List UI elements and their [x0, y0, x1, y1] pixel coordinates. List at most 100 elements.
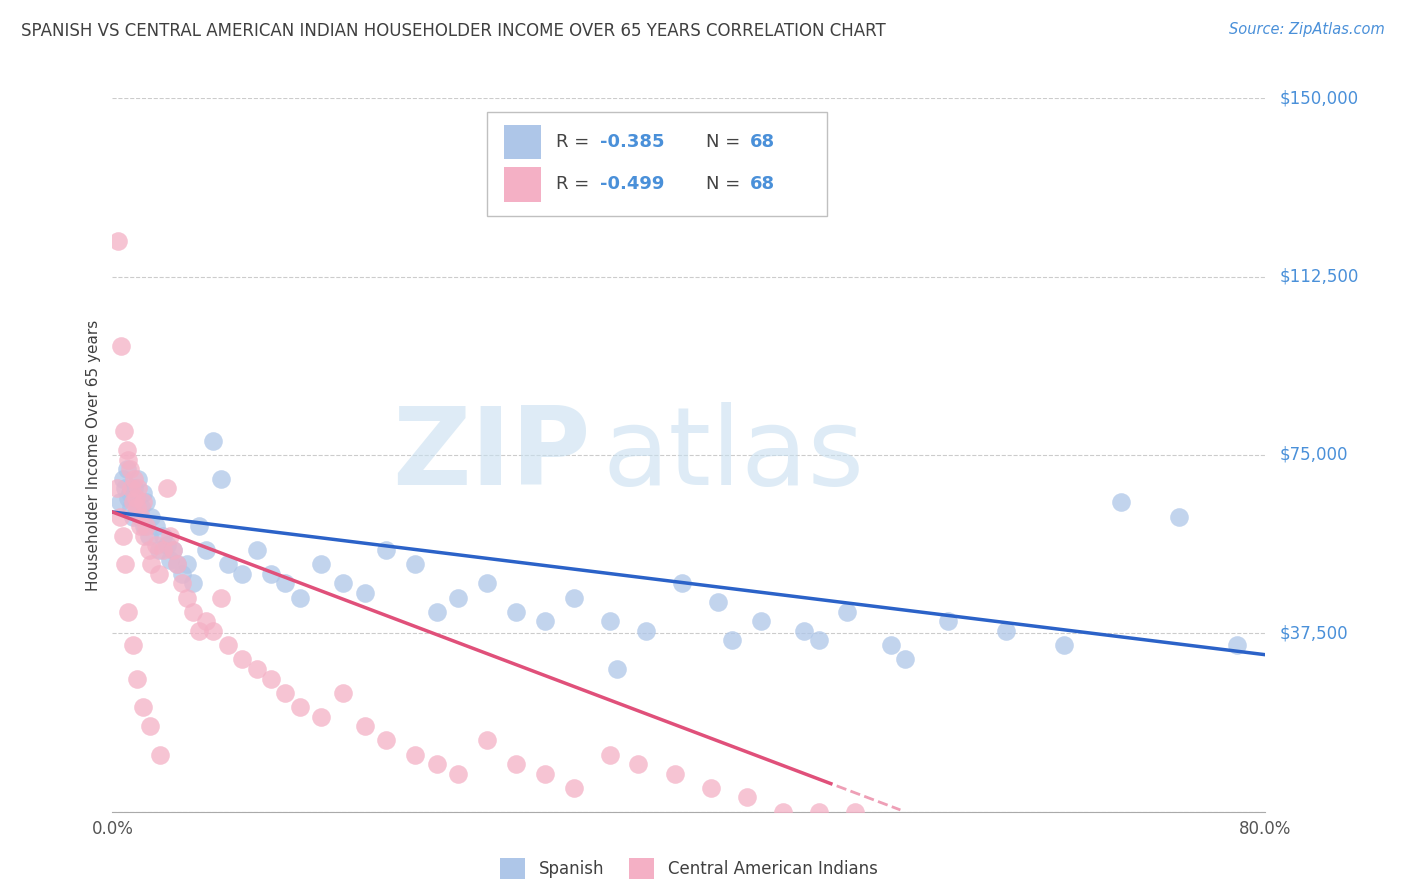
- Point: [209, 472, 232, 486]
- Point: [111, 472, 134, 486]
- Point: [181, 605, 204, 619]
- Point: [562, 780, 585, 795]
- Point: [353, 719, 375, 733]
- Point: [127, 472, 149, 486]
- Point: [125, 505, 148, 519]
- Legend: Spanish, Central American Indians: Spanish, Central American Indians: [494, 852, 884, 886]
- Point: [122, 481, 145, 495]
- Point: [132, 486, 155, 500]
- Point: [562, 591, 585, 605]
- Point: [706, 595, 728, 609]
- Point: [274, 576, 297, 591]
- Point: [606, 662, 628, 676]
- Point: [115, 462, 138, 476]
- Point: [880, 638, 903, 652]
- Point: [288, 591, 311, 605]
- Point: [129, 500, 153, 515]
- Text: atlas: atlas: [602, 402, 865, 508]
- Point: [426, 605, 449, 619]
- Text: SPANISH VS CENTRAL AMERICAN INDIAN HOUSEHOLDER INCOME OVER 65 YEARS CORRELATION : SPANISH VS CENTRAL AMERICAN INDIAN HOUSE…: [21, 22, 886, 40]
- Point: [311, 558, 333, 572]
- Text: $112,500: $112,500: [1279, 268, 1358, 285]
- Point: [105, 481, 128, 495]
- Point: [188, 624, 211, 638]
- Point: [260, 566, 283, 581]
- Point: [533, 615, 555, 629]
- Point: [475, 576, 498, 591]
- Point: [122, 472, 145, 486]
- Point: [404, 558, 426, 572]
- Point: [664, 766, 686, 780]
- Point: [132, 700, 155, 714]
- Point: [217, 558, 239, 572]
- Text: R =: R =: [557, 176, 595, 194]
- Point: [120, 481, 142, 495]
- Point: [404, 747, 426, 762]
- Point: [162, 543, 184, 558]
- Point: [145, 519, 167, 533]
- Point: [162, 543, 184, 558]
- Point: [202, 434, 225, 448]
- Point: [311, 709, 333, 723]
- Point: [1052, 638, 1074, 652]
- Text: Source: ZipAtlas.com: Source: ZipAtlas.com: [1229, 22, 1385, 37]
- Point: [141, 558, 163, 572]
- Point: [195, 615, 218, 629]
- Point: [134, 519, 156, 533]
- Point: [807, 633, 830, 648]
- Point: [533, 766, 555, 780]
- Point: [118, 486, 141, 500]
- Point: [118, 462, 141, 476]
- Text: $150,000: $150,000: [1279, 89, 1358, 107]
- Point: [170, 576, 193, 591]
- Point: [245, 543, 267, 558]
- Text: -0.385: -0.385: [600, 133, 665, 151]
- Point: [844, 805, 866, 819]
- Point: [176, 591, 198, 605]
- Point: [127, 481, 149, 495]
- Point: [112, 424, 135, 438]
- Point: [117, 605, 139, 619]
- Point: [1226, 638, 1249, 652]
- Point: [332, 576, 354, 591]
- Point: [117, 452, 139, 467]
- Point: [170, 566, 193, 581]
- Y-axis label: Householder Income Over 65 years: Householder Income Over 65 years: [86, 319, 101, 591]
- Text: ZIP: ZIP: [392, 402, 591, 508]
- Point: [139, 719, 162, 733]
- Point: [894, 652, 917, 666]
- Text: N =: N =: [706, 176, 747, 194]
- Point: [627, 757, 650, 772]
- Point: [245, 662, 267, 676]
- Point: [231, 566, 253, 581]
- Point: [426, 757, 449, 772]
- Point: [108, 495, 131, 509]
- Point: [202, 624, 225, 638]
- Point: [721, 633, 744, 648]
- Point: [936, 615, 959, 629]
- Point: [135, 495, 157, 509]
- Point: [128, 519, 150, 533]
- Point: [166, 558, 188, 572]
- Point: [121, 638, 143, 652]
- Point: [159, 552, 181, 566]
- Point: [1167, 509, 1189, 524]
- Point: [375, 543, 398, 558]
- Point: [121, 495, 143, 509]
- Point: [375, 733, 398, 747]
- Point: [156, 538, 179, 552]
- Point: [231, 652, 253, 666]
- Point: [114, 558, 136, 572]
- Point: [772, 805, 794, 819]
- Text: $37,500: $37,500: [1279, 624, 1348, 642]
- Point: [181, 576, 204, 591]
- Point: [671, 576, 693, 591]
- Point: [995, 624, 1018, 638]
- Point: [195, 543, 218, 558]
- Text: R =: R =: [557, 133, 595, 151]
- Point: [156, 481, 179, 495]
- Point: [117, 491, 139, 505]
- Point: [111, 529, 134, 543]
- Point: [138, 529, 160, 543]
- Point: [134, 529, 156, 543]
